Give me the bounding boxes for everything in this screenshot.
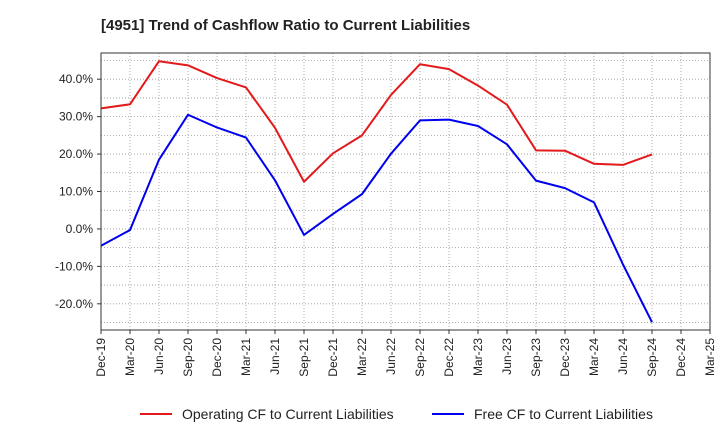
x-axis: Dec-19 Mar-20 Jun-20 Sep-20 Dec-20 Mar-21 Jun-… xyxy=(94,330,717,377)
series-lines xyxy=(100,60,653,323)
chart-title: [4951] Trend of Cashflow Ratio to Curren… xyxy=(101,17,470,34)
x-tick-label: Dec-22 xyxy=(442,338,456,377)
y-tick-label: 10.0% xyxy=(59,185,93,199)
x-tick-label: Jun-20 xyxy=(152,338,166,375)
y-tick-label: -10.0% xyxy=(55,259,93,273)
x-tick-label: Jun-21 xyxy=(268,338,282,375)
x-tick-label: Jun-24 xyxy=(616,338,630,375)
y-axis: 40.0% 30.0% 20.0% 10.0% 0.0% -10.0% -20.0% xyxy=(55,72,101,311)
y-tick-label: 40.0% xyxy=(59,72,93,86)
x-tick-label: Mar-22 xyxy=(355,338,369,376)
legend: Operating CF to Current Liabilities Free … xyxy=(140,406,653,422)
plot-frame xyxy=(100,52,711,331)
legend-label-1: Operating CF to Current Liabilities xyxy=(182,406,394,422)
y-tick-label: 20.0% xyxy=(59,147,93,161)
plot-area xyxy=(101,53,710,330)
x-tick-label: Sep-24 xyxy=(645,338,659,377)
x-tick-label: Mar-25 xyxy=(703,338,717,376)
y-tick-label: 0.0% xyxy=(66,222,94,236)
x-tick-label: Dec-23 xyxy=(558,338,572,377)
x-tick-label: Dec-24 xyxy=(674,338,688,377)
x-tick-label: Sep-23 xyxy=(529,338,543,377)
y-tick-label: 30.0% xyxy=(59,110,93,124)
x-tick-label: Dec-19 xyxy=(94,338,108,377)
x-tick-label: Mar-21 xyxy=(239,338,253,376)
x-tick-label: Sep-21 xyxy=(297,338,311,377)
y-tick-label: -20.0% xyxy=(55,297,93,311)
x-tick-label: Mar-20 xyxy=(123,338,137,376)
x-tick-label: Mar-24 xyxy=(587,338,601,376)
x-tick-label: Sep-20 xyxy=(181,338,195,377)
grid xyxy=(101,53,710,330)
x-tick-label: Sep-22 xyxy=(413,338,427,377)
x-tick-label: Dec-20 xyxy=(210,338,224,377)
series-line-2 xyxy=(100,113,653,323)
x-tick-label: Mar-23 xyxy=(471,338,485,376)
x-tick-label: Jun-22 xyxy=(384,338,398,375)
x-tick-label: Dec-21 xyxy=(326,338,340,377)
x-tick-label: Jun-23 xyxy=(500,338,514,375)
legend-label-2: Free CF to Current Liabilities xyxy=(474,406,653,422)
series-line-1 xyxy=(100,60,653,183)
